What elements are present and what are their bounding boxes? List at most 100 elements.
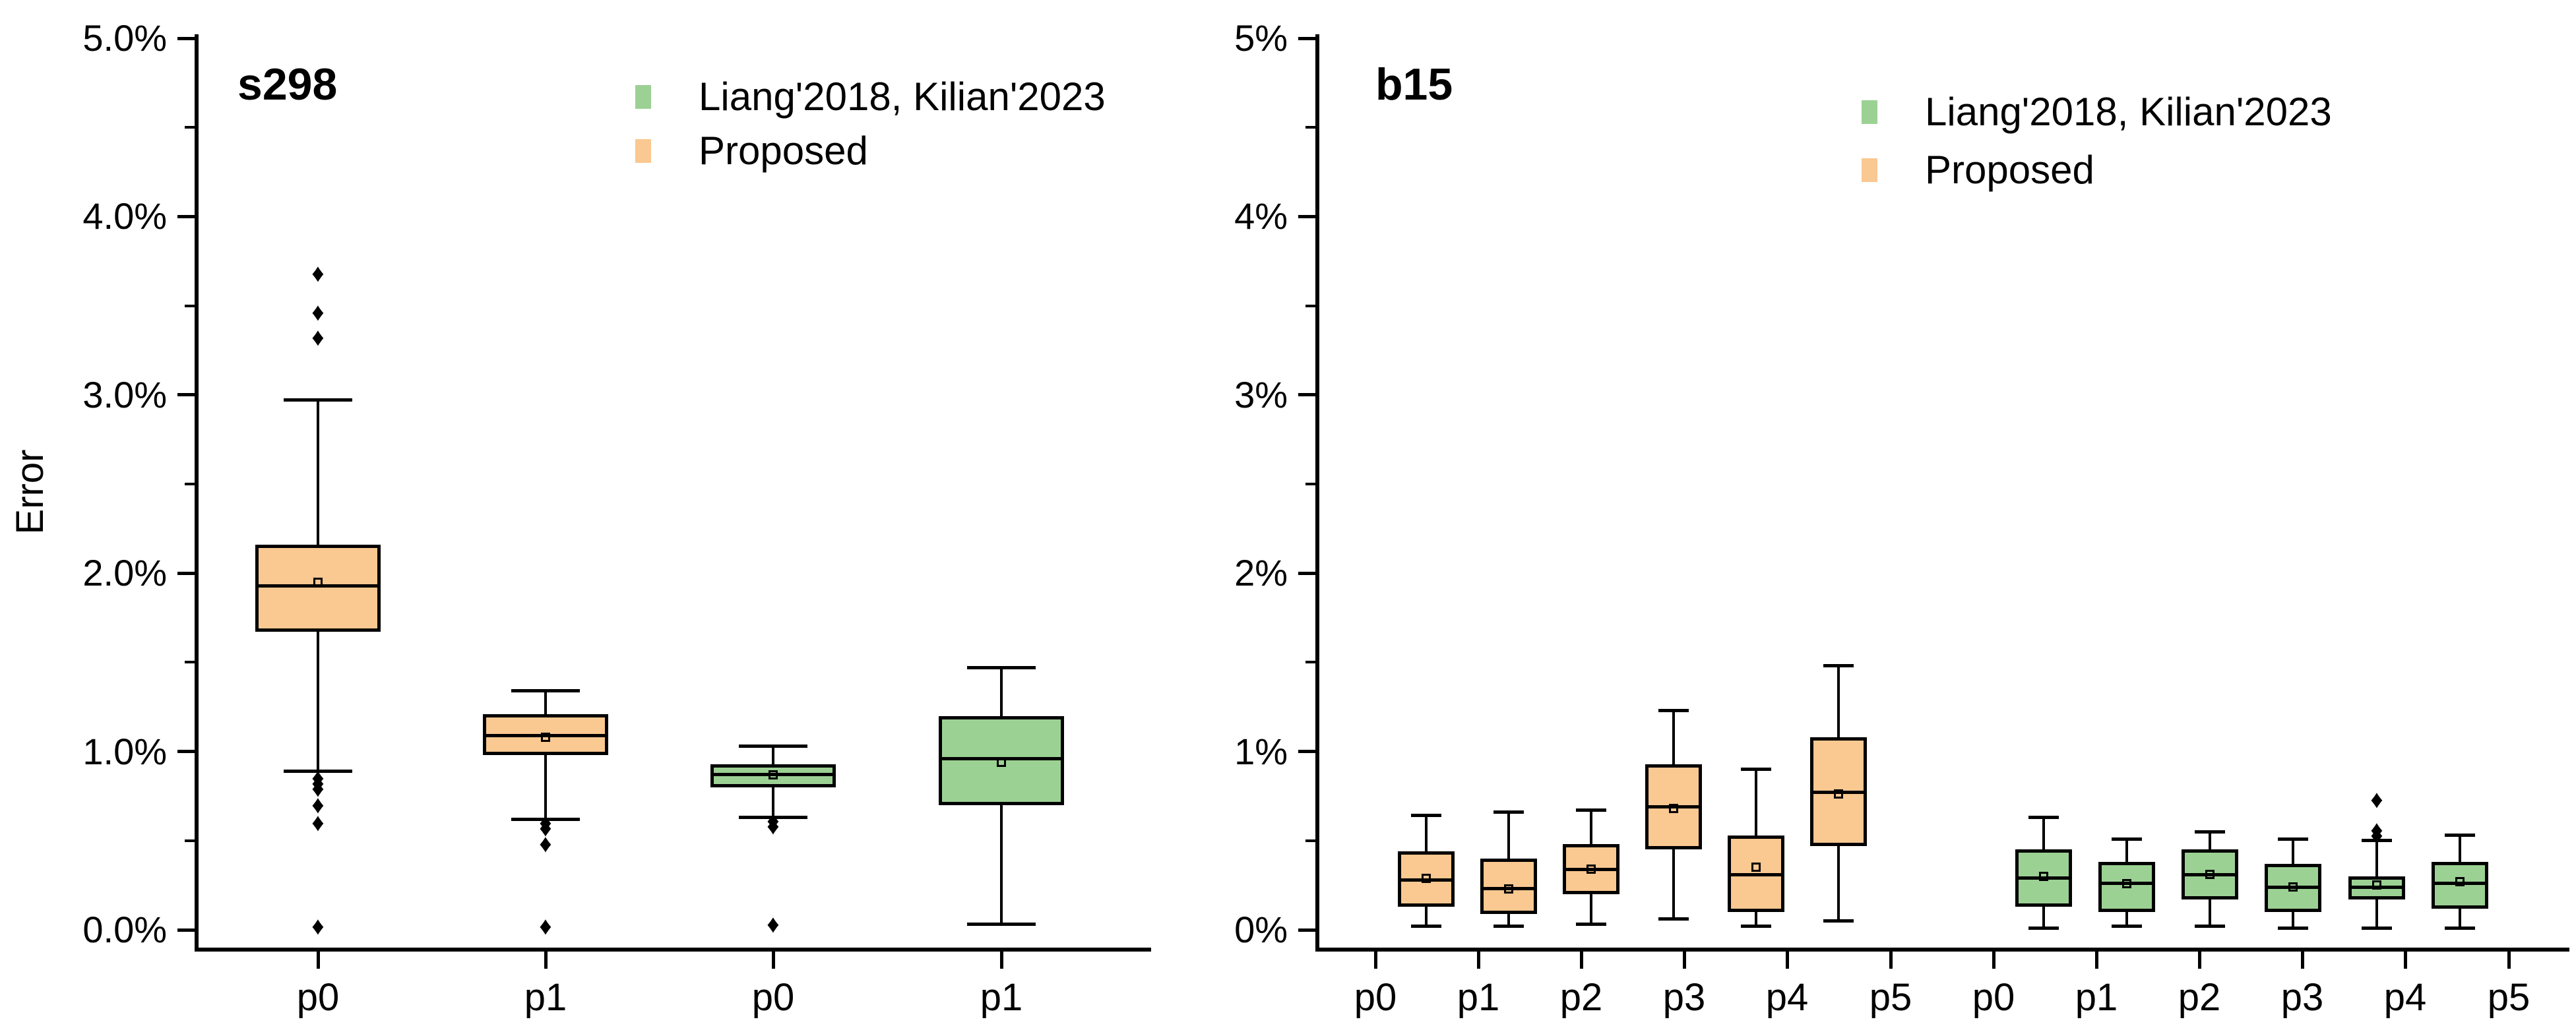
outlier-diamond: ♦ [311, 912, 325, 940]
outlier-diamond: ♦ [767, 910, 780, 938]
y-tick-label: 5.0% [82, 17, 167, 59]
legend-item-liang-right: Liang'2018, Kilian'2023 [1862, 92, 2332, 132]
mean-marker [2372, 880, 2381, 890]
y-tick-label: 0% [1234, 909, 1288, 950]
y-major-tick [177, 393, 195, 397]
whisker-cap-high [1823, 664, 1854, 668]
outlier-diamond: ♦ [311, 324, 325, 352]
outlier-diamond: ♦ [539, 830, 552, 859]
y-major-tick [177, 214, 195, 218]
whisker [544, 690, 547, 820]
x-tick [2300, 952, 2304, 969]
median-line [1563, 867, 1619, 871]
mean-marker [1834, 789, 1843, 799]
box [939, 715, 1064, 805]
x-tick [1373, 952, 1377, 969]
whisker-cap-low [967, 923, 1036, 927]
whisker-cap-high [2195, 830, 2225, 834]
mean-marker [541, 732, 550, 742]
median-line [2098, 882, 2155, 886]
y-major-tick [177, 36, 195, 40]
x-tick-label: p2 [1559, 976, 1603, 1019]
whisker-cap-low [1411, 925, 1441, 928]
x-tick [1889, 952, 1893, 969]
y-minor-tick [1305, 126, 1315, 129]
x-tick [999, 952, 1003, 969]
x-tick [1476, 952, 1480, 969]
outlier-diamond: ♦ [311, 791, 325, 819]
x-tick [1682, 952, 1686, 969]
x-axis [195, 948, 1151, 952]
x-tick [2197, 952, 2201, 969]
y-minor-tick [185, 839, 195, 842]
proposed-swatch-icon [635, 139, 651, 163]
outlier-diamond: ♦ [539, 808, 552, 837]
y-major-tick [177, 571, 195, 575]
box [255, 544, 381, 632]
x-tick [771, 952, 775, 969]
x-tick [2507, 952, 2511, 969]
whisker-cap-high [1741, 768, 1771, 772]
median-line [1480, 887, 1537, 891]
whisker-cap-high [2278, 837, 2308, 841]
whisker-cap-high [1658, 708, 1689, 712]
y-tick-label: 4% [1234, 195, 1288, 237]
median-line [2015, 876, 2072, 880]
x-tick-label: p1 [524, 976, 567, 1019]
y-minor-tick [185, 304, 195, 307]
plot-title-s298: s298 [237, 59, 338, 109]
y-minor-tick [1305, 839, 1315, 842]
outlier-diamond: ♦ [2370, 816, 2383, 844]
whisker-cap-low [284, 769, 352, 773]
whisker-cap-high [1576, 808, 1606, 812]
y-major-tick [177, 750, 195, 754]
outlier-diamond: ♦ [767, 812, 780, 841]
y-axis [195, 34, 199, 952]
y-major-tick [1298, 571, 1315, 575]
whisker-cap-low [1741, 925, 1771, 928]
x-tick-label: p0 [296, 976, 340, 1019]
x-tick [544, 952, 548, 969]
y-tick-label: 5% [1234, 17, 1288, 59]
mean-marker [997, 757, 1006, 767]
y-tick-label: 3% [1234, 373, 1288, 415]
box [1480, 858, 1537, 914]
x-tick-label: p1 [2075, 976, 2118, 1019]
median-line [2182, 872, 2238, 876]
median-line [710, 773, 836, 777]
whisker-cap-low [2445, 926, 2475, 930]
mean-marker [1751, 863, 1761, 872]
y-tick-label: 1% [1234, 730, 1288, 772]
outlier-diamond: ♦ [311, 770, 325, 798]
x-tick-label: p1 [1457, 976, 1500, 1019]
x-tick [2403, 952, 2407, 969]
x-tick-label: p0 [1354, 976, 1397, 1019]
plot-title-b15: b15 [1375, 59, 1453, 109]
x-tick-label: p3 [2280, 976, 2324, 1019]
x-tick [2094, 952, 2098, 969]
y-tick-label: 0.0% [82, 909, 167, 950]
mean-marker [1504, 884, 1513, 894]
legend-label-proposed: Proposed [699, 129, 868, 173]
y-tick-label: 1.0% [82, 730, 167, 772]
whisker-cap-low [1493, 925, 1524, 928]
whisker-cap-low [2028, 926, 2059, 930]
median-line [1398, 878, 1455, 882]
outlier-diamond: ♦ [767, 807, 780, 836]
outlier-diamond: ♦ [311, 775, 325, 803]
mean-marker [2205, 870, 2215, 880]
y-tick-label: 2% [1234, 552, 1288, 594]
mean-marker [1586, 865, 1596, 874]
liang-swatch-icon [635, 85, 651, 109]
y-minor-tick [185, 483, 195, 485]
whisker-cap-low [2112, 925, 2142, 928]
median-line [1728, 872, 1784, 876]
y-minor-tick [1305, 661, 1315, 664]
whisker-cap-high [1411, 814, 1441, 818]
whisker-cap-high [2362, 839, 2392, 843]
outlier-diamond: ♦ [311, 764, 325, 793]
whisker-cap-high [967, 666, 1036, 669]
whisker-cap-high [2445, 834, 2475, 837]
whisker-cap-low [739, 816, 807, 820]
